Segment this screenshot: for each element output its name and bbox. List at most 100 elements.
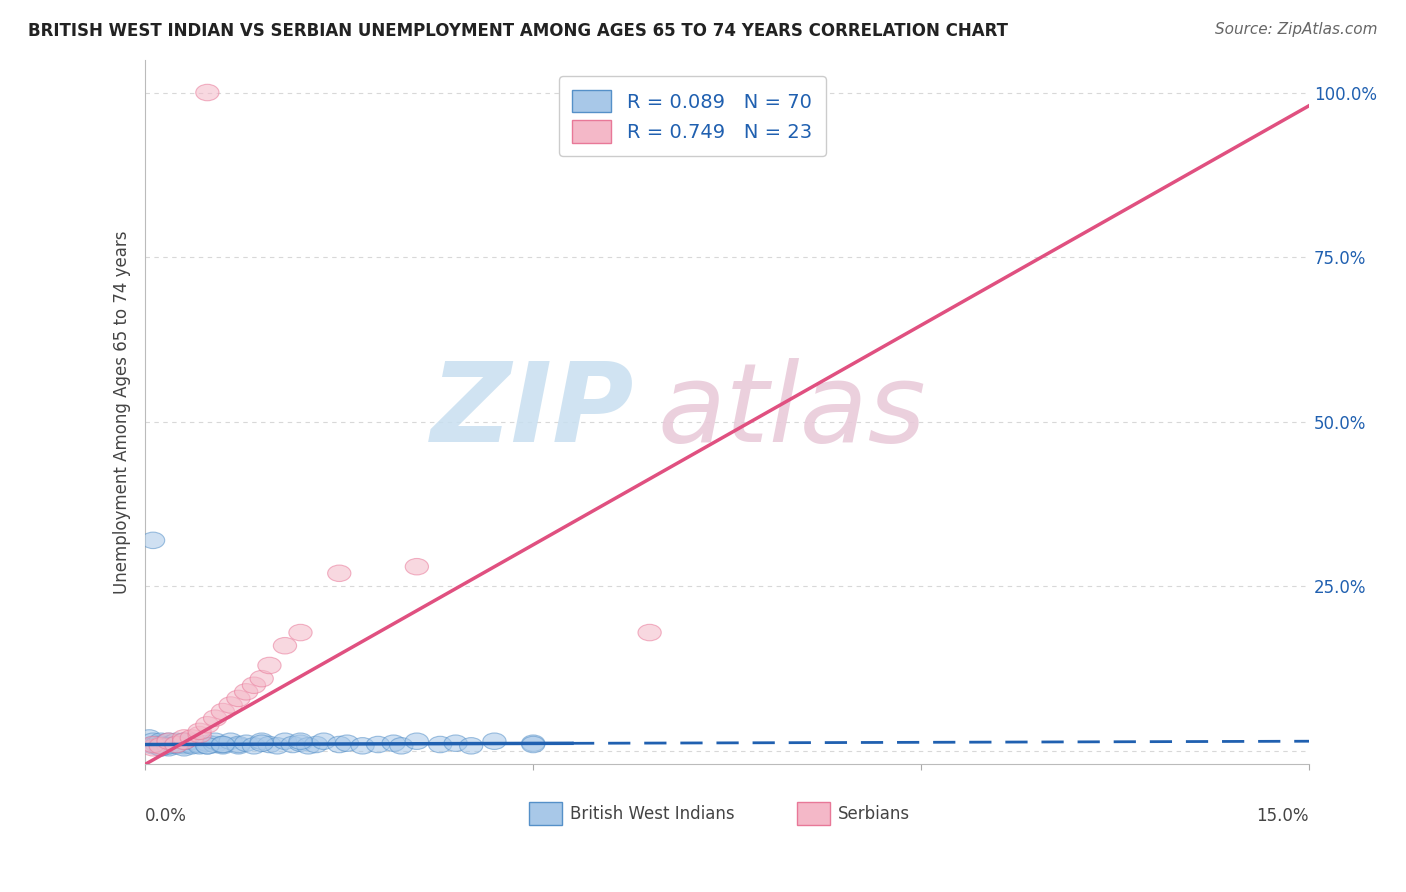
FancyBboxPatch shape: [797, 802, 830, 825]
Ellipse shape: [482, 733, 506, 749]
Text: atlas: atlas: [658, 359, 927, 466]
Ellipse shape: [173, 733, 195, 749]
Ellipse shape: [180, 738, 204, 754]
Ellipse shape: [157, 739, 180, 756]
Ellipse shape: [149, 738, 173, 754]
Ellipse shape: [405, 733, 429, 749]
Ellipse shape: [522, 736, 546, 753]
Ellipse shape: [142, 736, 165, 753]
Ellipse shape: [219, 733, 242, 749]
Ellipse shape: [142, 736, 165, 753]
Ellipse shape: [173, 730, 195, 747]
Ellipse shape: [188, 726, 211, 743]
Ellipse shape: [195, 735, 219, 751]
Legend: R = 0.089   N = 70, R = 0.749   N = 23: R = 0.089 N = 70, R = 0.749 N = 23: [558, 77, 825, 156]
Ellipse shape: [149, 739, 173, 756]
Ellipse shape: [180, 730, 204, 747]
Ellipse shape: [242, 677, 266, 693]
Ellipse shape: [211, 738, 235, 754]
Ellipse shape: [188, 738, 211, 754]
Ellipse shape: [336, 735, 359, 751]
Ellipse shape: [405, 558, 429, 575]
Ellipse shape: [149, 736, 173, 753]
Ellipse shape: [160, 735, 184, 751]
Ellipse shape: [389, 738, 413, 754]
Ellipse shape: [142, 738, 165, 754]
Ellipse shape: [153, 738, 176, 754]
Ellipse shape: [138, 730, 160, 747]
Ellipse shape: [638, 624, 661, 640]
Ellipse shape: [173, 736, 195, 753]
Text: Source: ZipAtlas.com: Source: ZipAtlas.com: [1215, 22, 1378, 37]
Ellipse shape: [149, 733, 173, 749]
Ellipse shape: [312, 733, 336, 749]
Ellipse shape: [235, 735, 257, 751]
Ellipse shape: [328, 736, 352, 753]
Ellipse shape: [266, 738, 288, 754]
Ellipse shape: [188, 723, 211, 739]
Ellipse shape: [242, 738, 266, 754]
Ellipse shape: [173, 733, 195, 749]
Ellipse shape: [204, 733, 226, 749]
Ellipse shape: [211, 736, 235, 753]
Y-axis label: Unemployment Among Ages 65 to 74 years: Unemployment Among Ages 65 to 74 years: [114, 230, 131, 594]
Ellipse shape: [288, 624, 312, 640]
FancyBboxPatch shape: [529, 802, 562, 825]
Ellipse shape: [226, 736, 250, 753]
Ellipse shape: [257, 657, 281, 673]
Ellipse shape: [173, 738, 195, 754]
Ellipse shape: [188, 736, 211, 753]
Ellipse shape: [522, 735, 546, 751]
Ellipse shape: [297, 738, 321, 754]
Ellipse shape: [149, 738, 173, 754]
Ellipse shape: [165, 738, 188, 754]
Ellipse shape: [211, 736, 235, 753]
Ellipse shape: [281, 736, 304, 753]
Ellipse shape: [367, 736, 389, 753]
Ellipse shape: [180, 733, 204, 749]
Ellipse shape: [180, 736, 204, 753]
Ellipse shape: [382, 735, 405, 751]
Ellipse shape: [328, 565, 352, 582]
Ellipse shape: [204, 736, 226, 753]
Ellipse shape: [429, 736, 451, 753]
Text: British West Indians: British West Indians: [569, 805, 735, 822]
Ellipse shape: [142, 733, 165, 749]
Text: 15.0%: 15.0%: [1257, 806, 1309, 824]
Text: BRITISH WEST INDIAN VS SERBIAN UNEMPLOYMENT AMONG AGES 65 TO 74 YEARS CORRELATIO: BRITISH WEST INDIAN VS SERBIAN UNEMPLOYM…: [28, 22, 1008, 40]
Ellipse shape: [157, 733, 180, 749]
Text: Serbians: Serbians: [838, 805, 910, 822]
Ellipse shape: [257, 736, 281, 753]
Ellipse shape: [352, 738, 374, 754]
Ellipse shape: [250, 735, 273, 751]
Ellipse shape: [157, 738, 180, 754]
Ellipse shape: [157, 733, 180, 749]
Ellipse shape: [157, 736, 180, 753]
Ellipse shape: [204, 710, 226, 726]
Ellipse shape: [142, 739, 165, 756]
Ellipse shape: [250, 671, 273, 687]
Text: 0.0%: 0.0%: [145, 806, 187, 824]
Ellipse shape: [219, 697, 242, 714]
Ellipse shape: [304, 736, 328, 753]
Ellipse shape: [142, 533, 165, 549]
Ellipse shape: [226, 738, 250, 754]
Ellipse shape: [165, 736, 188, 753]
Ellipse shape: [165, 736, 188, 753]
Ellipse shape: [250, 733, 273, 749]
Ellipse shape: [288, 733, 312, 749]
Ellipse shape: [165, 733, 188, 749]
Ellipse shape: [195, 716, 219, 733]
Ellipse shape: [226, 690, 250, 706]
Ellipse shape: [273, 733, 297, 749]
Ellipse shape: [149, 735, 173, 751]
Ellipse shape: [460, 738, 482, 754]
Ellipse shape: [165, 736, 188, 753]
Ellipse shape: [173, 733, 195, 749]
Ellipse shape: [173, 739, 195, 756]
Ellipse shape: [195, 738, 219, 754]
Ellipse shape: [288, 735, 312, 751]
Ellipse shape: [211, 704, 235, 720]
Ellipse shape: [157, 738, 180, 754]
Ellipse shape: [235, 683, 257, 700]
